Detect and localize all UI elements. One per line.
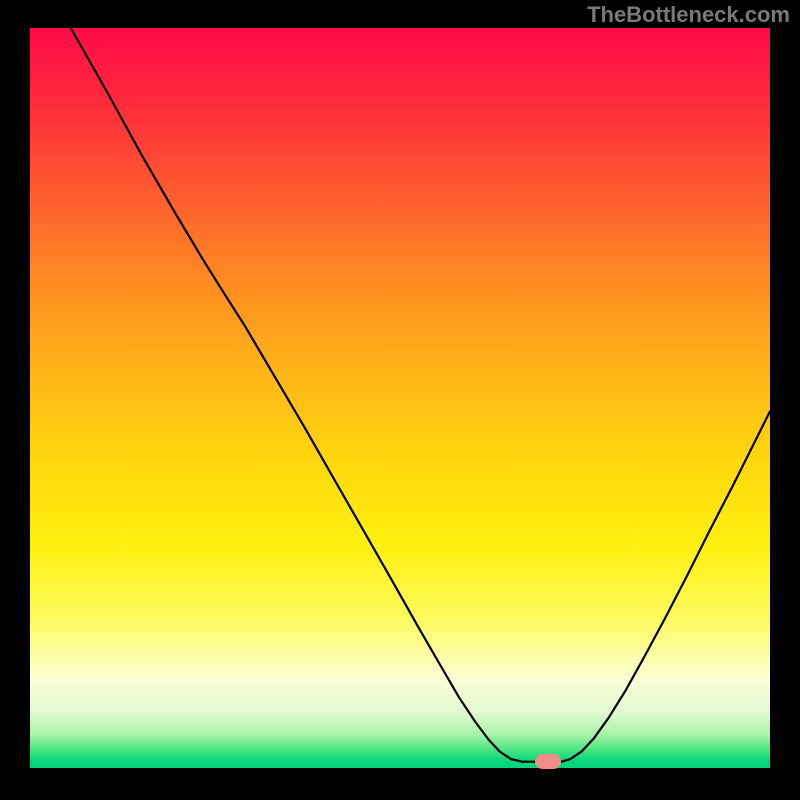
optimal-point-marker <box>535 754 561 769</box>
watermark-text: TheBottleneck.com <box>587 2 790 28</box>
bottleneck-curve <box>30 28 770 768</box>
plot-area <box>30 28 770 768</box>
chart-container: TheBottleneck.com <box>0 0 800 800</box>
